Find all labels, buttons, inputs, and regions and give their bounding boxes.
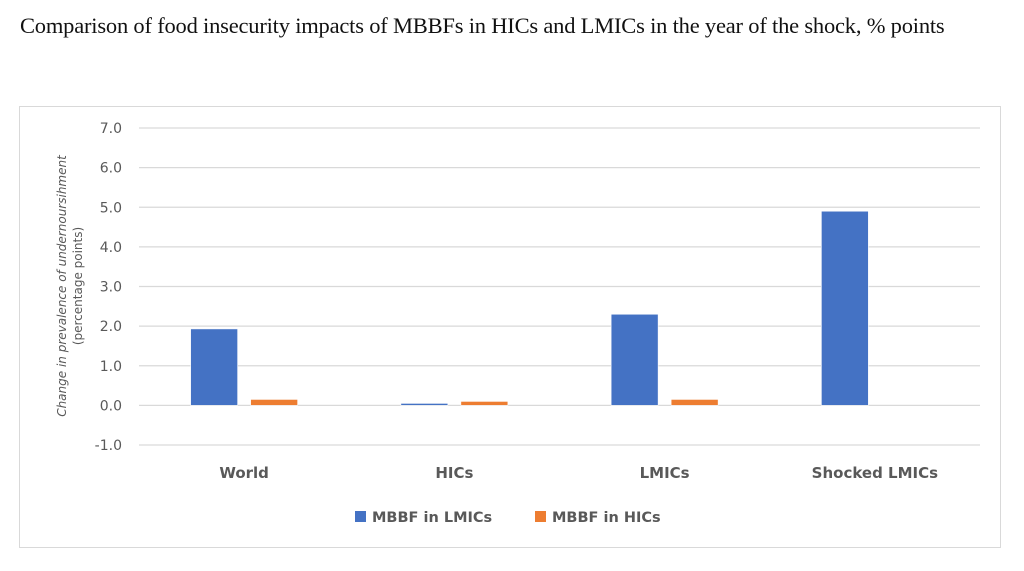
- bar-mbbf-in-lmics-shocked-lmics: [821, 210, 869, 406]
- x-category-label: HICs: [435, 464, 473, 482]
- bar-mbbf-in-hics-world: [250, 399, 298, 406]
- y-axis-label-line2: (percentage points): [71, 227, 85, 345]
- x-category-label: Shocked LMICs: [812, 464, 938, 482]
- x-category-label: LMICs: [640, 464, 690, 482]
- y-tick-label: 7.0: [100, 121, 122, 137]
- y-axis-label-line1: Change in prevalence of undernoursihment: [55, 154, 69, 417]
- legend-label: MBBF in LMICs: [372, 510, 492, 526]
- bars: [190, 210, 869, 406]
- x-category-label: World: [219, 464, 269, 482]
- legend-swatch: [355, 511, 366, 522]
- bar-mbbf-in-lmics-world: [190, 328, 238, 406]
- y-tick-label: 5.0: [100, 200, 122, 216]
- bar-mbbf-in-hics-lmics: [670, 399, 719, 406]
- y-axis-label: Change in prevalence of undernoursihment…: [55, 154, 85, 417]
- y-tick-label: 4.0: [100, 240, 122, 256]
- legend: MBBF in LMICs MBBF in HICs: [355, 510, 661, 526]
- y-tick-label: 1.0: [100, 359, 122, 375]
- bar-mbbf-in-lmics-hics: [400, 403, 449, 406]
- bar-mbbf-in-lmics-lmics: [610, 313, 659, 406]
- legend-swatch: [535, 511, 546, 522]
- y-tick-label: 2.0: [100, 319, 122, 335]
- y-tick-label: 6.0: [100, 161, 122, 177]
- bar-mbbf-in-hics-hics: [460, 401, 509, 406]
- y-tick-label: 0.0: [100, 398, 122, 414]
- y-tick-label: 3.0: [100, 280, 122, 296]
- x-axis-categories: World HICs LMICs Shocked LMICs: [219, 464, 938, 482]
- y-axis-ticks: 7.0 6.0 5.0 4.0 3.0 2.0 1.0 0.0 -1.0: [95, 121, 122, 454]
- chart-title: Comparison of food insecurity impacts of…: [20, 13, 945, 38]
- legend-label: MBBF in HICs: [552, 510, 661, 526]
- y-tick-label: -1.0: [95, 438, 122, 454]
